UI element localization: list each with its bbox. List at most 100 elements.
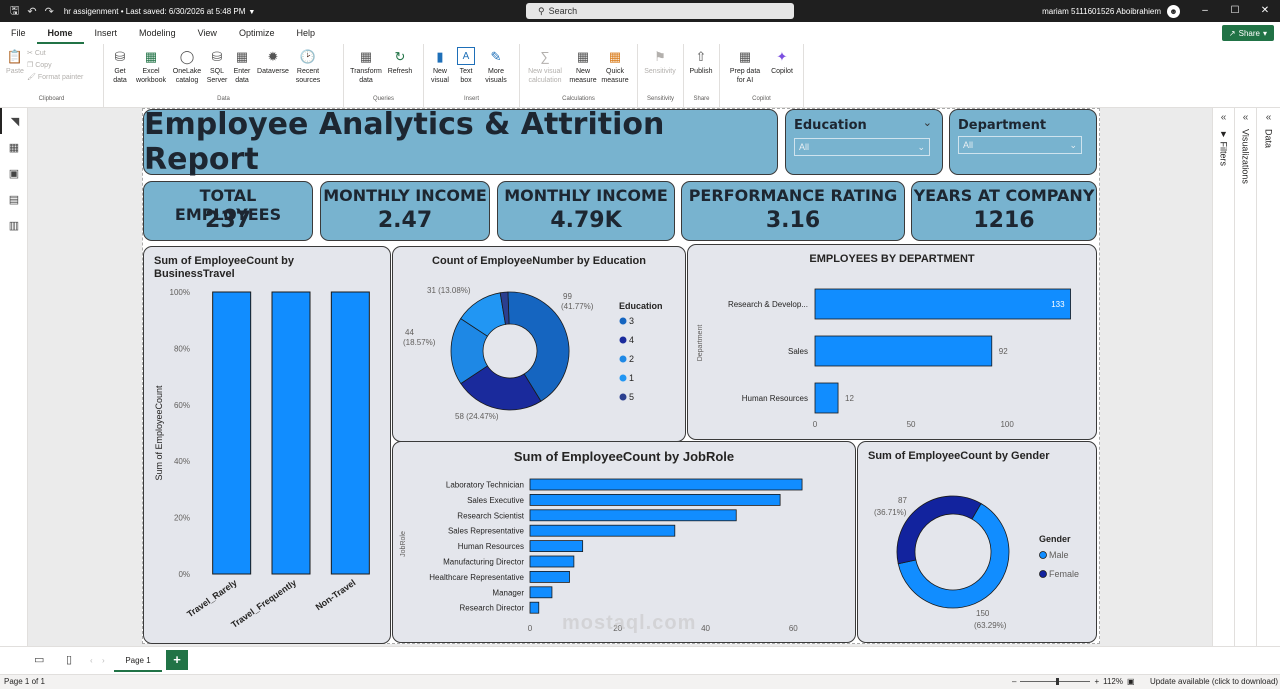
department-chart[interactable]: EMPLOYEES BY DEPARTMENT Research & Devel… <box>687 244 1097 440</box>
table-view-icon[interactable]: ▦ <box>8 141 20 154</box>
text-box-button[interactable]: A Text box <box>453 47 479 85</box>
page-view-icon[interactable]: ▭ <box>34 654 45 666</box>
refresh-button[interactable]: ↻ Refresh <box>387 48 413 76</box>
paste-icon: 📋 <box>6 48 24 64</box>
department-dropdown[interactable]: All ⌄ <box>958 136 1082 154</box>
legend-marker <box>619 317 627 325</box>
chevrons-left-icon[interactable]: « <box>1265 112 1272 123</box>
kpi-card-monthly-income[interactable]: MONTHLY INCOME 2.47 <box>320 181 490 241</box>
copy-button[interactable]: ❐ Copy <box>27 62 52 69</box>
visualizations-pane[interactable]: « Visualizations <box>1234 108 1256 646</box>
tab-view[interactable]: View <box>197 28 217 38</box>
report-view-icon[interactable]: ◥ <box>0 108 28 134</box>
model-view-icon[interactable]: ▣ <box>8 167 20 180</box>
y-axis-label: Department <box>697 325 704 362</box>
bar <box>529 601 540 614</box>
legend-label: 5 <box>629 392 634 402</box>
document-title[interactable]: hr assigenment • Last saved: 6/30/2026 a… <box>63 6 256 16</box>
format-painter-button[interactable]: 🖌 Format painter <box>27 74 84 81</box>
new-visual-button[interactable]: ▮ New visual <box>431 48 449 85</box>
excel-workbook-button[interactable]: ▦ Excel workbook <box>136 48 166 85</box>
data-label: 87 <box>898 496 907 505</box>
kpi-card-years-at-company[interactable]: YEARS AT COMPANY 1216 <box>911 181 1097 241</box>
minimize-icon[interactable]: – <box>1202 5 1208 16</box>
prev-page-icon[interactable]: ‹ <box>90 656 93 665</box>
update-available-link[interactable]: Update available (click to download) <box>1150 677 1279 686</box>
donut-slice <box>499 291 510 325</box>
data-pane[interactable]: « Data <box>1256 108 1280 646</box>
redo-icon[interactable]: ↷ <box>44 5 54 18</box>
gender-donut-chart[interactable]: Sum of EmployeeCount by Gender 150 (63.29… <box>857 441 1097 643</box>
legend-label: Female <box>1049 569 1079 579</box>
page-tab-page-1[interactable]: Page 1 <box>114 650 162 672</box>
enter-data-button[interactable]: ▦ Enter data <box>233 48 251 85</box>
education-dropdown[interactable]: All ⌄ <box>794 138 930 156</box>
kpi-card-monthly-income-2[interactable]: MONTHLY INCOME 4.79K <box>497 181 675 241</box>
business-travel-chart[interactable]: Sum of EmployeeCount by BusinessTravel 0… <box>143 246 391 644</box>
user-account[interactable]: mariam 5111601526 Aboibrahiem ☻ <box>1042 0 1180 22</box>
x-tick-label: 50 <box>907 420 916 429</box>
new-measure-button[interactable]: ▦ New measure <box>569 48 597 85</box>
maximize-icon[interactable]: ☐ <box>1230 5 1240 16</box>
onelake-catalog-button[interactable]: ◯ OneLake catalog <box>172 48 202 85</box>
education-donut-chart[interactable]: Count of EmployeeNumber by Education 99(… <box>392 246 686 442</box>
department-svg: Research & Develop... 133 Sales 92 Human Res… <box>697 288 1071 429</box>
prep-data-for-ai-button[interactable]: ▦ Prep data for AI <box>729 48 761 85</box>
zoom-control[interactable]: – + 112% ▣ <box>1012 677 1135 686</box>
chevrons-left-icon[interactable]: « <box>1242 112 1249 123</box>
tab-home[interactable]: Home <box>36 22 84 44</box>
fit-page-icon[interactable]: ▣ <box>1127 677 1135 686</box>
cut-button[interactable]: ✂ Cut <box>27 50 46 57</box>
dataverse-icon: ✹ <box>267 48 279 64</box>
report-canvas: Employee Analytics & Attrition Report Ed… <box>28 107 1212 646</box>
more-visuals-button[interactable]: ✎ More visuals <box>485 48 507 85</box>
copilot-button[interactable]: ✦ Copilot <box>771 48 793 76</box>
zoom-in-icon[interactable]: + <box>1094 677 1100 686</box>
tab-file[interactable]: File <box>11 28 26 38</box>
excel-icon: ▦ <box>144 48 158 64</box>
data-label: 58 (24.47%) <box>455 412 499 421</box>
new-visual-calculation-button[interactable]: ∑ New visual calculation <box>528 48 562 85</box>
dax-query-icon[interactable]: ▤ <box>8 193 20 206</box>
job-role-chart[interactable]: Sum of EmployeeCount by JobRole Laborato… <box>392 441 856 643</box>
quick-measure-button[interactable]: ▦ Quick measure <box>601 48 629 85</box>
chevrons-left-icon[interactable]: « <box>1220 112 1227 123</box>
zoom-slider[interactable] <box>1020 678 1091 685</box>
mobile-layout-icon[interactable]: ▯ <box>66 654 73 666</box>
close-icon[interactable]: ✕ <box>1260 5 1270 16</box>
kpi-card-performance-rating[interactable]: PERFORMANCE RATING 3.16 <box>681 181 905 241</box>
dataverse-button[interactable]: ✹ Dataverse <box>257 48 289 76</box>
y-axis-label: JobRole <box>400 531 407 557</box>
search-box[interactable]: ⚲ Search <box>526 3 794 19</box>
kpi-card-total-employees[interactable]: TOTAL EMPLOYEES 237 <box>143 181 313 241</box>
tab-modeling[interactable]: Modeling <box>139 28 176 38</box>
tab-help[interactable]: Help <box>296 28 315 38</box>
save-icon[interactable]: 🖫 <box>10 4 20 17</box>
share-button[interactable]: ↗ Share ▾ <box>1221 25 1274 41</box>
paste-button[interactable]: 📋 Paste <box>6 48 24 76</box>
get-data-button[interactable]: ⛁ Get data <box>107 47 133 85</box>
filters-pane[interactable]: « ▼ Filters <box>1212 108 1234 646</box>
next-page-icon[interactable]: › <box>102 656 105 665</box>
undo-icon[interactable]: ↶ <box>27 5 37 18</box>
page-count: Page 1 of 1 <box>4 677 45 686</box>
publish-button[interactable]: ⇧ Publish <box>689 48 713 76</box>
transform-data-button[interactable]: ▦ Transform data <box>350 48 382 85</box>
zoom-out-icon[interactable]: – <box>1012 677 1017 686</box>
zoom-knob[interactable] <box>1056 678 1060 685</box>
tmdl-view-icon[interactable]: ▥ <box>8 219 20 232</box>
recent-sources-button[interactable]: 🕑 Recent sources <box>295 48 321 85</box>
sql-server-button[interactable]: ⛁ SQL Server <box>206 48 228 85</box>
report-title-card[interactable]: Employee Analytics & Attrition Report <box>143 107 778 177</box>
chevron-down-icon[interactable]: ⌄ <box>922 117 932 129</box>
tab-optimize[interactable]: Optimize <box>238 28 275 38</box>
sensitivity-button[interactable]: ⚑ Sensitivity <box>644 48 676 76</box>
add-page-button[interactable]: + <box>166 650 188 670</box>
legend-title: Education <box>619 301 663 311</box>
tab-insert[interactable]: Insert <box>94 28 118 38</box>
department-slicer[interactable]: Department All ⌄ <box>949 109 1097 175</box>
legend-label: 4 <box>629 335 634 345</box>
data-label: (36.71%) <box>874 508 907 517</box>
education-slicer[interactable]: Education ⌄ All ⌄ <box>785 109 943 175</box>
data-label: 150 <box>976 609 990 618</box>
